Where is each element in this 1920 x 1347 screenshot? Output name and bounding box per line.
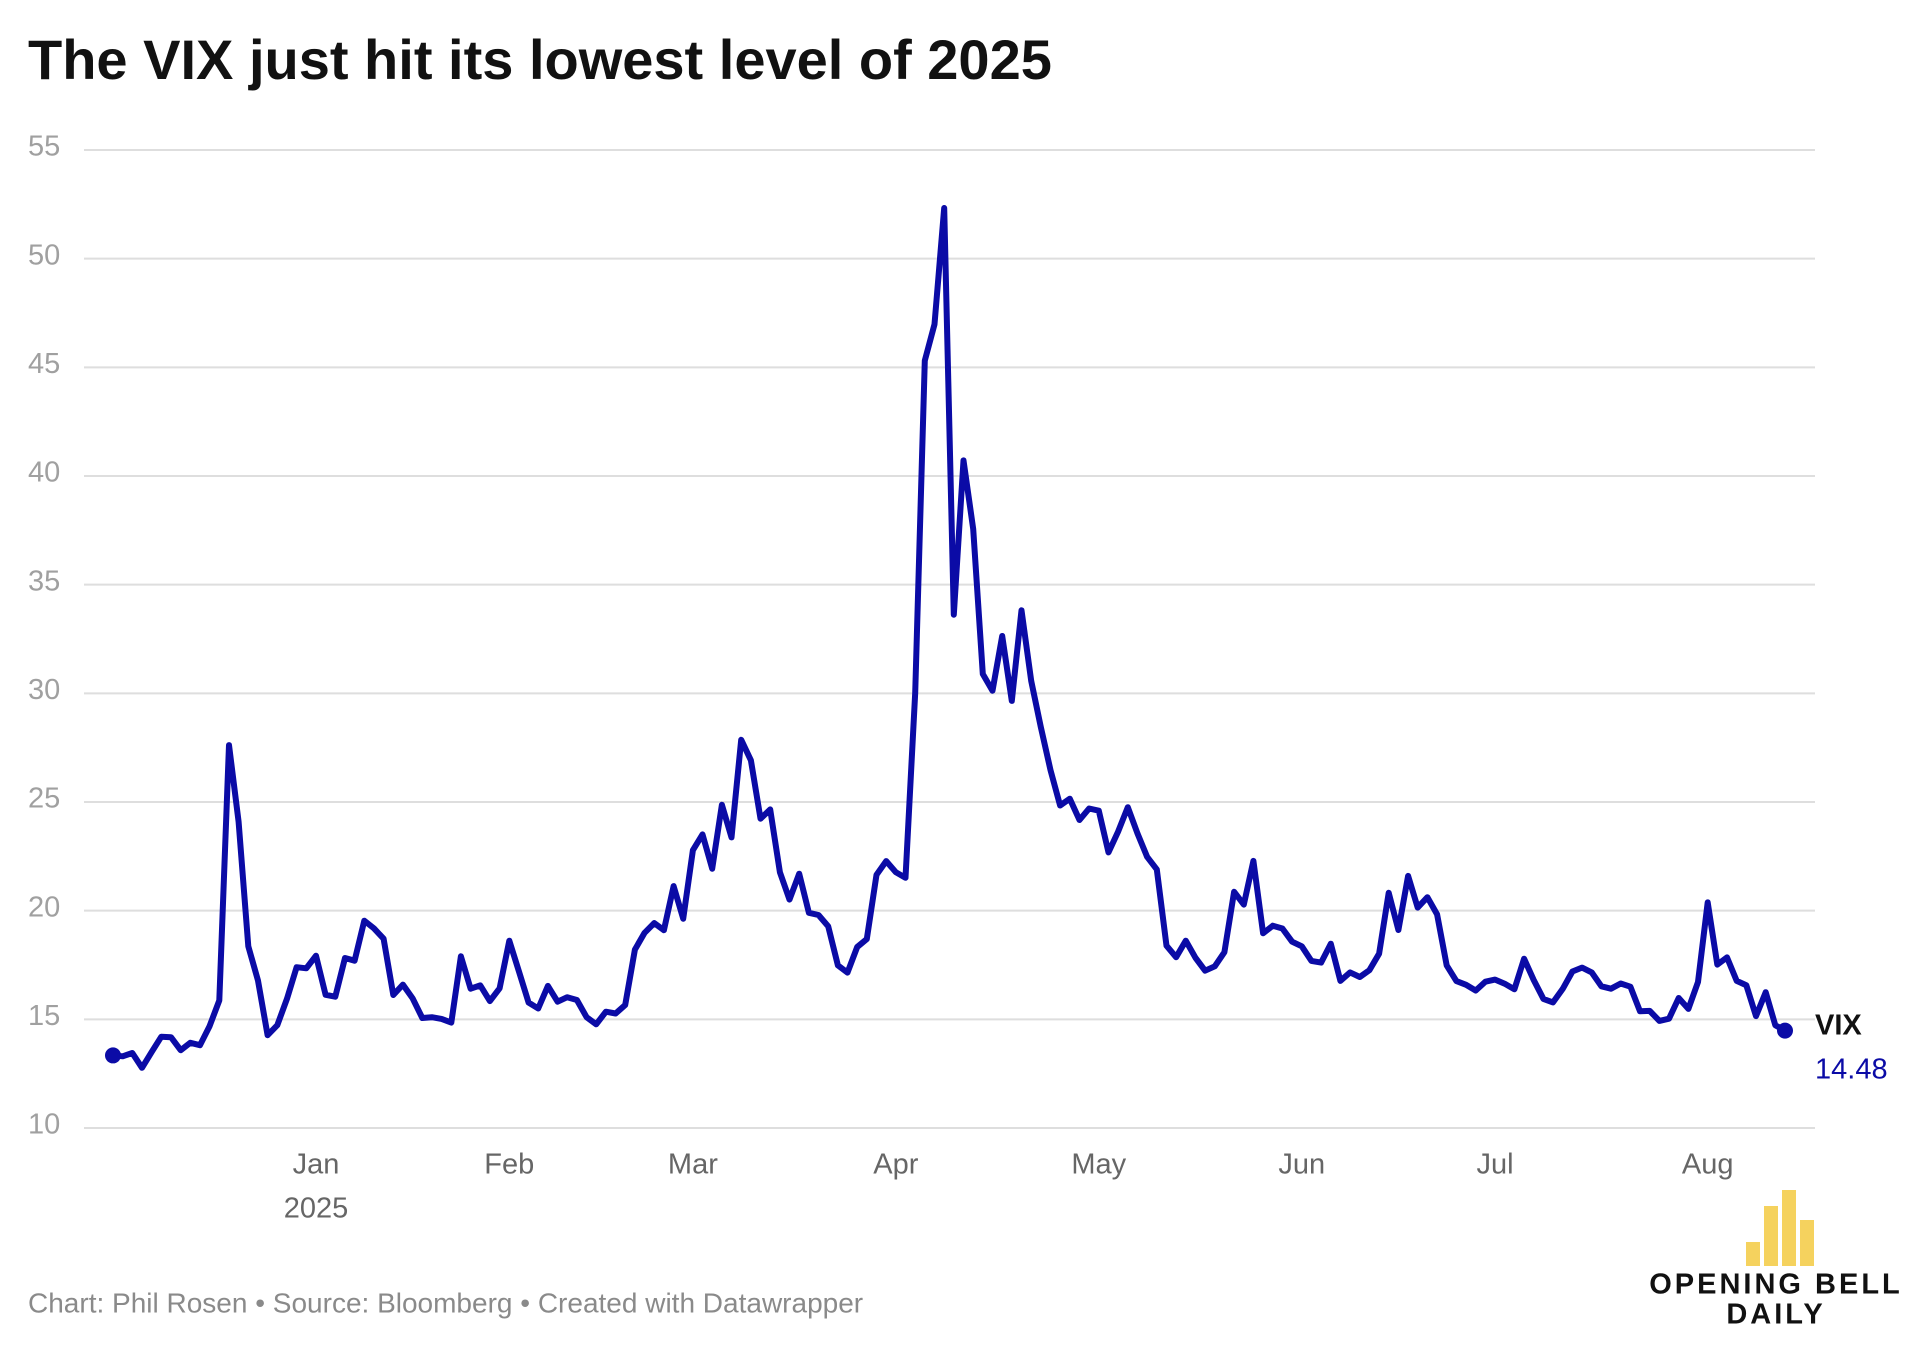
end-dot <box>1777 1022 1793 1039</box>
y-tick-label: 30 <box>28 674 60 706</box>
x-tick-label: Mar <box>668 1149 718 1181</box>
x-tick-label: Aug <box>1682 1149 1734 1181</box>
logo-text: DAILY <box>1726 1299 1825 1331</box>
x-tick-label: Jun <box>1278 1149 1325 1181</box>
x-year-label: 2025 <box>284 1193 349 1225</box>
logo-bar <box>1782 1190 1796 1266</box>
source-note: Chart: Phil Rosen • Source: Bloomberg • … <box>28 1287 863 1318</box>
logo: OPENING BELL DAILY <box>1649 1190 1903 1331</box>
x-tick-label: Jan <box>293 1149 340 1181</box>
logo-text: OPENING BELL <box>1649 1269 1903 1301</box>
y-tick-label: 50 <box>28 239 60 271</box>
value-label: 14.48 <box>1815 1053 1888 1085</box>
start-dot <box>105 1047 121 1064</box>
x-tick-label: Apr <box>873 1149 918 1181</box>
y-tick-label: 40 <box>28 457 60 489</box>
series-line <box>110 205 1788 1071</box>
series-label: VIX <box>1815 1009 1862 1041</box>
y-tick-label: 25 <box>28 783 60 815</box>
x-tick-label: Jul <box>1477 1149 1514 1181</box>
logo-bar <box>1764 1206 1778 1266</box>
logo-bar <box>1746 1242 1760 1266</box>
y-tick-label: 55 <box>28 131 60 163</box>
chart-title: The VIX just hit its lowest level of 202… <box>28 28 1052 91</box>
y-tick-label: 45 <box>28 348 60 380</box>
y-tick-label: 35 <box>28 565 60 597</box>
y-tick-label: 15 <box>28 1000 60 1032</box>
y-tick-label: 20 <box>28 891 60 923</box>
x-tick-label: Feb <box>484 1149 534 1181</box>
y-tick-label: 10 <box>28 1109 60 1141</box>
logo-bar <box>1800 1220 1814 1266</box>
x-tick-label: May <box>1071 1149 1126 1181</box>
